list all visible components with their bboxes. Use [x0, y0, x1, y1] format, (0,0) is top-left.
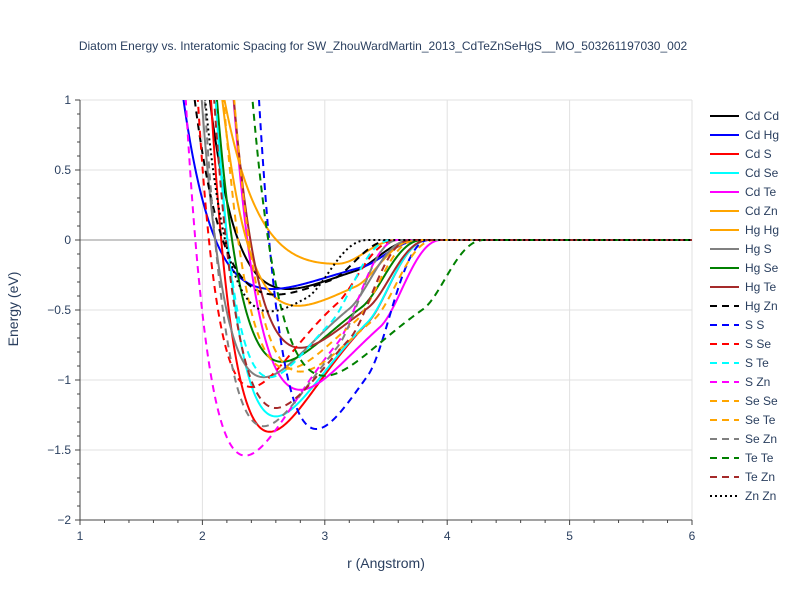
- legend-item[interactable]: Cd S: [710, 147, 772, 161]
- legend-item[interactable]: Cd Se: [710, 166, 779, 180]
- legend-label: Cd Te: [745, 185, 776, 199]
- x-axis-title: r (Angstrom): [347, 555, 425, 571]
- x-tick-label: 6: [689, 529, 696, 543]
- series-line-cd-s: [210, 100, 692, 433]
- legend-item[interactable]: Cd Zn: [710, 204, 778, 218]
- legend-label: Cd Hg: [745, 128, 779, 142]
- legend-label: Zn Zn: [745, 489, 776, 503]
- legend-item[interactable]: Cd Cd: [710, 109, 779, 123]
- legend-label: Cd S: [745, 147, 772, 161]
- legend-label: Se Se: [745, 394, 778, 408]
- legend-item[interactable]: Cd Hg: [710, 128, 779, 142]
- series-line-te-te: [251, 100, 692, 377]
- legend-label: Hg Zn: [745, 299, 778, 313]
- y-axis-title: Energy (eV): [5, 272, 21, 347]
- legend-item[interactable]: Hg S: [710, 242, 772, 256]
- y-tick-label: −1.5: [47, 443, 71, 457]
- legend-item[interactable]: S Zn: [710, 375, 770, 389]
- legend-label: Hg Se: [745, 261, 779, 275]
- y-tick-label: 0.5: [54, 163, 71, 177]
- series-line-s-s: [258, 100, 692, 431]
- legend-item[interactable]: S Se: [710, 337, 771, 351]
- legend-label: Te Zn: [745, 470, 775, 484]
- series-line-se-se: [233, 100, 692, 373]
- x-tick-label: 3: [321, 529, 328, 543]
- series-lines: [182, 100, 692, 457]
- y-tick-label: −1: [57, 373, 71, 387]
- y-tick-label: −2: [57, 513, 71, 527]
- legend-item[interactable]: S S: [710, 318, 764, 332]
- y-tick-label: 0: [64, 233, 71, 247]
- legend-item[interactable]: Se Te: [710, 413, 776, 427]
- series-line-cd-se: [215, 100, 692, 418]
- legend-label: Cd Zn: [745, 204, 778, 218]
- tick-labels: 1 2 3 4 5 6 −2 −1.5 −1 −0.5 0 0.5 1: [47, 93, 695, 543]
- legend-item[interactable]: Te Zn: [710, 470, 775, 484]
- y-tick-label: −0.5: [47, 303, 71, 317]
- legend-label: Hg Te: [745, 280, 776, 294]
- legend-item[interactable]: Hg Zn: [710, 299, 778, 313]
- series-line-s-se: [196, 100, 692, 389]
- legend-item[interactable]: Hg Hg: [710, 223, 779, 237]
- legend-label: Se Zn: [745, 432, 777, 446]
- legend-item[interactable]: Se Zn: [710, 432, 777, 446]
- x-tick-label: 2: [199, 529, 206, 543]
- legend-label: Te Te: [745, 451, 774, 465]
- legend-item[interactable]: Se Se: [710, 394, 778, 408]
- legend-label: Hg Hg: [745, 223, 779, 237]
- legend-label: Cd Cd: [745, 109, 779, 123]
- legend-label: S S: [745, 318, 764, 332]
- legend-label: Cd Se: [745, 166, 779, 180]
- legend-label: S Zn: [745, 375, 770, 389]
- legend-item[interactable]: Zn Zn: [710, 489, 776, 503]
- x-tick-label: 4: [444, 529, 451, 543]
- series-line-se-te: [222, 100, 692, 370]
- legend-label: S Se: [745, 337, 771, 351]
- legend-item[interactable]: Hg Te: [710, 280, 776, 294]
- legend[interactable]: Cd Cd Cd Hg Cd S Cd Se Cd Te Cd Zn Hg Hg Hg S Hg…: [710, 109, 779, 503]
- legend-label: Se Te: [745, 413, 776, 427]
- grid: [79, 99, 693, 521]
- series-line-zn-zn: [204, 100, 692, 313]
- series-line-hg-se: [215, 100, 692, 363]
- legend-label: Hg S: [745, 242, 772, 256]
- legend-item[interactable]: Hg Se: [710, 261, 779, 275]
- series-line-cd-te: [232, 100, 692, 391]
- x-tick-label: 5: [566, 529, 573, 543]
- legend-item[interactable]: S Te: [710, 356, 769, 370]
- axes: [75, 99, 693, 525]
- legend-label: S Te: [745, 356, 769, 370]
- chart-title: Diatom Energy vs. Interatomic Spacing fo…: [79, 39, 688, 53]
- x-tick-label: 1: [77, 529, 84, 543]
- legend-item[interactable]: Cd Te: [710, 185, 776, 199]
- legend-item[interactable]: Te Te: [710, 451, 774, 465]
- y-tick-label: 1: [64, 93, 71, 107]
